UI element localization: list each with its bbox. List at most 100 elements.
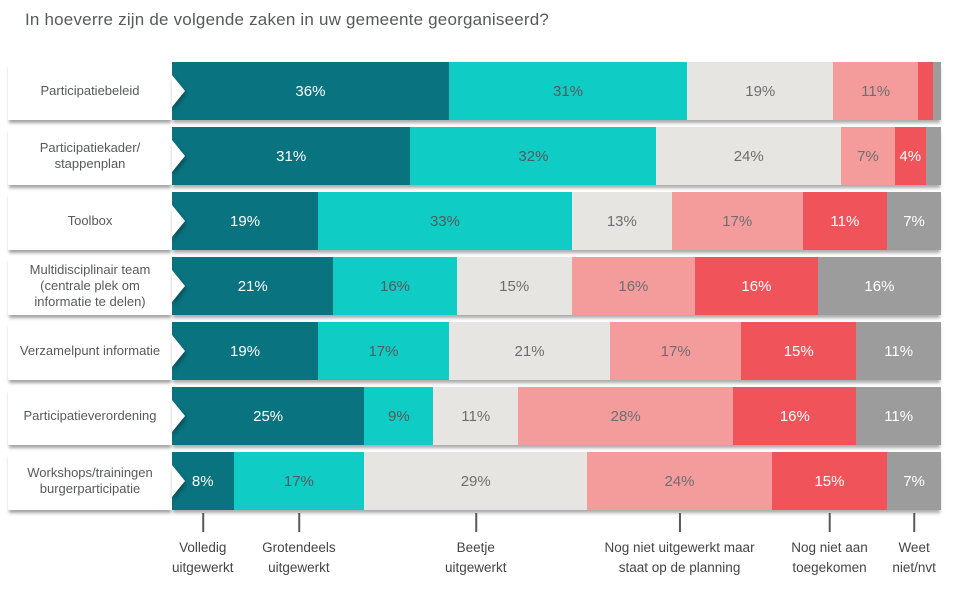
category-label: Participatiebeleid (8, 62, 172, 120)
legend-item: Weet niet/nvt (892, 513, 936, 577)
legend-tick-line (913, 513, 916, 532)
segment-value-label: 15% (499, 277, 530, 295)
segment-value-label: 33% (429, 212, 460, 230)
legend-tick-line (474, 513, 477, 532)
segment-value-label: 11% (884, 407, 914, 425)
bar-segment: 25% (172, 387, 365, 445)
segment-value-label: 16% (741, 277, 772, 295)
bar-segment: 21% (172, 257, 334, 315)
category-label: Participatiekader/ stappenplan (8, 127, 172, 185)
segment-value-label: 8% (191, 472, 214, 490)
segment-value-label: 16% (379, 277, 411, 295)
bar-segment: 9% (364, 387, 434, 445)
bar-segment: 11% (856, 322, 941, 380)
bar-segment: 16% (733, 387, 857, 445)
stacked-bar: 21% 16% 15% 16% 16% 16% (172, 257, 941, 315)
bar-segment: 19% (687, 62, 834, 120)
segment-value-label: 16% (618, 277, 649, 295)
bar-segment: 16% (571, 257, 695, 315)
stacked-bar: 19% 17% 21% 17% 15% 11% (172, 322, 941, 380)
category-label: Multidisciplinair team (centrale plek om… (8, 257, 172, 315)
segment-value-label: 21% (237, 277, 268, 295)
segment-value-label: 31% (276, 147, 307, 165)
stacked-bar-chart: Participatiebeleid 36% 31% 19% 11% Participat… (8, 62, 941, 517)
segment-value-label: 25% (253, 407, 284, 425)
segment-value-label: 32% (518, 147, 549, 165)
bar-segment: 19% (172, 322, 319, 380)
segment-value-label: 16% (864, 277, 895, 295)
chart-legend: Volledig uitgewerkt Grotendeels uitgewerk… (172, 513, 941, 593)
legend-tick-line (828, 513, 831, 532)
bar-segment (925, 127, 941, 185)
bar-segment (933, 62, 941, 120)
bar-segment: 33% (318, 192, 572, 250)
legend-label: Nog niet aan toegekomen (791, 540, 868, 575)
segment-value-label: 9% (388, 407, 410, 425)
bar-segment (917, 62, 934, 120)
legend-item: Beetje uitgewerkt (445, 513, 507, 577)
segment-value-label: 24% (664, 472, 695, 490)
segment-value-label: 19% (230, 212, 261, 230)
bar-segment: 17% (671, 192, 803, 250)
chart-row: Participatiekader/ stappenplan 31% 32% 24% 7… (8, 127, 941, 185)
segment-value-label: 16% (779, 407, 810, 425)
legend-tick-line (297, 513, 300, 532)
stacked-bar: 31% 32% 24% 7% 4% (172, 127, 941, 185)
segment-value-label: 19% (230, 342, 261, 360)
chart-title: In hoeverre zijn de volgende zaken in uw… (25, 10, 550, 29)
segment-value-label: 24% (733, 147, 764, 165)
bar-segment: 7% (887, 192, 941, 250)
category-label: Toolbox (8, 192, 172, 250)
bar-segment: 11% (433, 387, 519, 445)
segment-value-label: 17% (283, 472, 314, 490)
bar-segment: 11% (856, 387, 941, 445)
legend-item: Volledig uitgewerkt (172, 513, 234, 577)
bar-segment: 7% (887, 452, 941, 510)
bar-segment: 31% (448, 62, 688, 120)
bar-segment: 7% (841, 127, 895, 185)
chart-row: Multidisciplinair team (centrale plek om… (8, 257, 941, 315)
legend-item: Grotendeels uitgewerkt (262, 513, 336, 577)
bar-segment: 15% (771, 452, 888, 510)
stacked-bar: 25% 9% 11% 28% 16% 11% (172, 387, 941, 445)
bar-segment: 11% (833, 62, 918, 120)
segment-value-label: 17% (368, 342, 399, 360)
stacked-bar: 8% 17% 29% 24% 15% 7% (172, 452, 941, 510)
bar-segment: 17% (318, 322, 449, 380)
segment-value-label: 7% (857, 147, 879, 165)
legend-item: Nog niet aan toegekomen (791, 513, 868, 577)
legend-label: Beetje uitgewerkt (444, 540, 507, 575)
bar-segment: 32% (410, 127, 657, 185)
category-label: Verzamelpunt informatie (8, 322, 172, 380)
segment-value-label: 15% (814, 472, 845, 490)
segment-value-label: 36% (295, 82, 326, 100)
bar-segment: 16% (333, 257, 457, 315)
segment-value-label: 19% (745, 82, 776, 100)
chart-row: Participatieverordening 25% 9% 11% 28% 16% 11% (8, 387, 941, 445)
legend-label: Volledig uitgewerkt (171, 540, 234, 575)
bar-segment: 24% (656, 127, 841, 185)
legend-tick-line (678, 513, 681, 532)
bar-segment: 17% (233, 452, 365, 510)
bar-segment: 17% (610, 322, 742, 380)
bar-segment: 28% (518, 387, 734, 445)
legend-label: Nog niet uitgewerkt maar staat op de pla… (604, 540, 755, 575)
legend-label: Weet niet/nvt (892, 540, 936, 575)
segment-value-label: 17% (660, 342, 691, 360)
bar-segment: 16% (817, 257, 941, 315)
legend-tick-line (201, 513, 204, 532)
segment-value-label: 17% (722, 212, 753, 230)
segment-value-label: 11% (830, 212, 860, 230)
segment-value-label: 29% (460, 472, 491, 490)
chart-row: Toolbox 19% 33% 13% 17% 11% 7% (8, 192, 941, 250)
bar-segment: 29% (364, 452, 588, 510)
chart-row: Workshops/trainingen burgerparticipatie 8… (8, 452, 941, 510)
segment-value-label: 15% (783, 342, 814, 360)
category-label: Participatieverordening (8, 387, 172, 445)
segment-value-label: 31% (553, 82, 584, 100)
bar-segment: 19% (172, 192, 319, 250)
bar-segment: 15% (741, 322, 857, 380)
bar-segment: 11% (802, 192, 888, 250)
legend-label: Grotendeels uitgewerkt (262, 540, 336, 575)
